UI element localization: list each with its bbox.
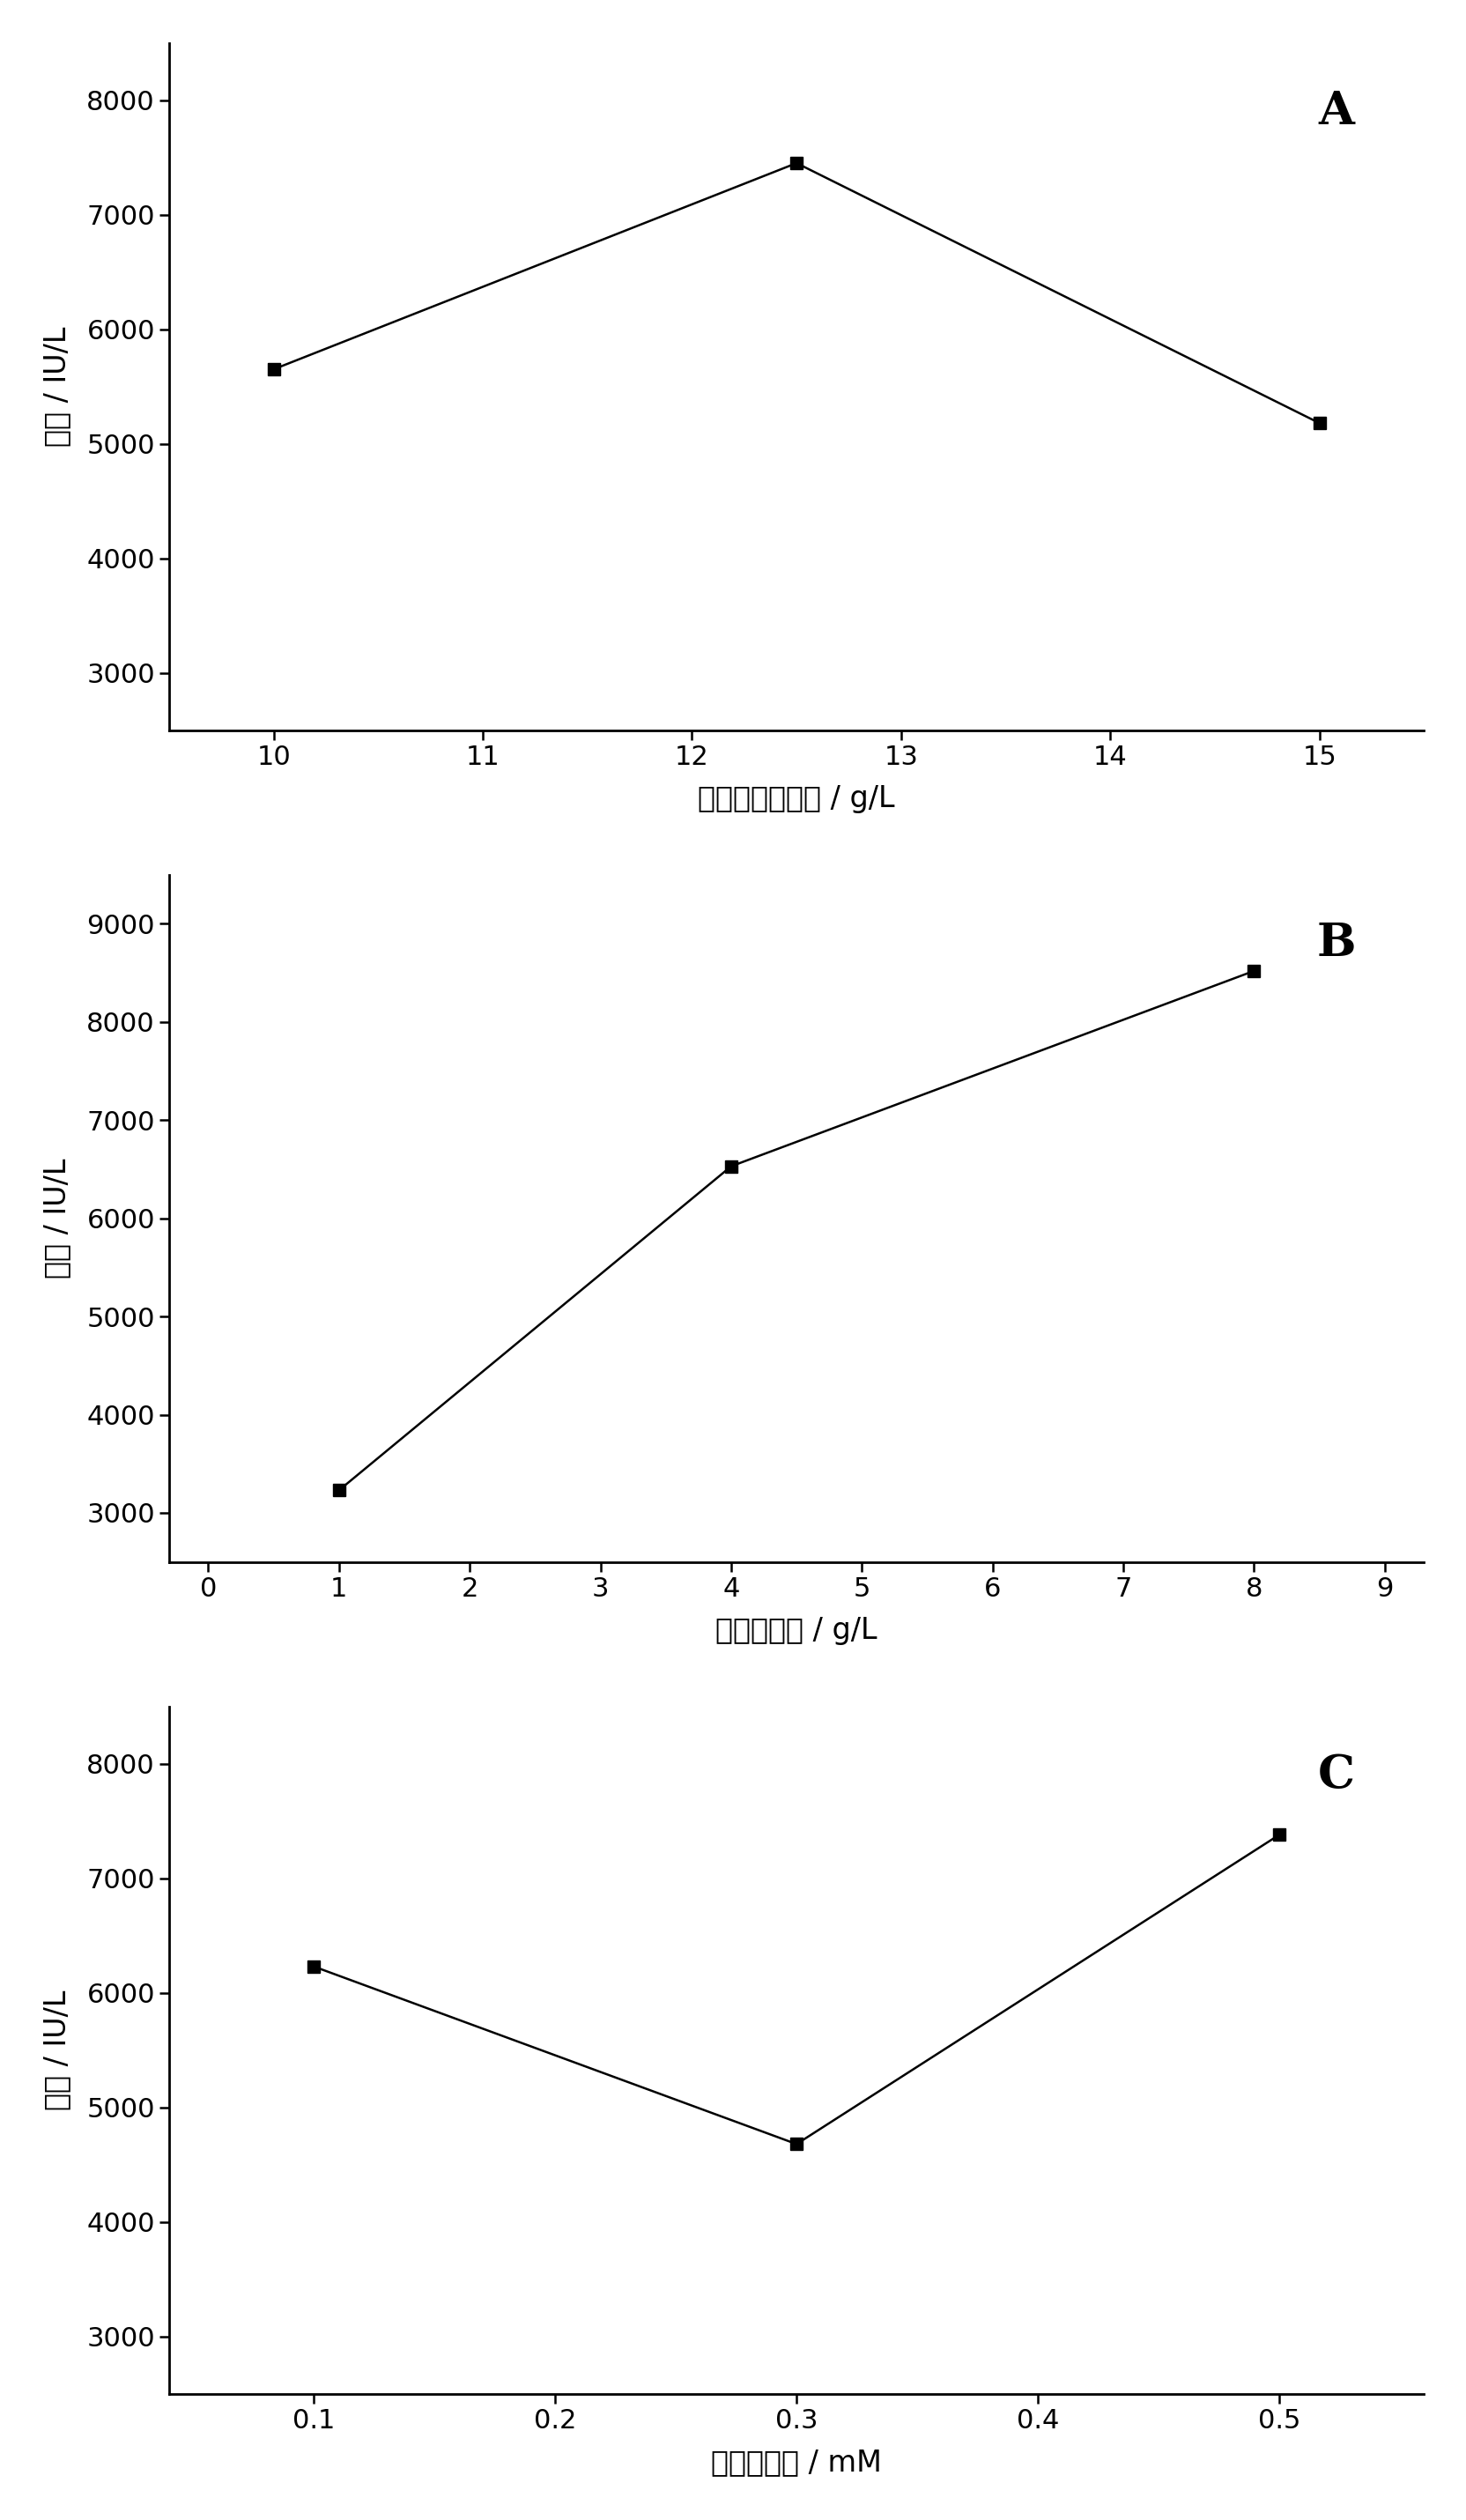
Text: C: C: [1316, 1754, 1355, 1797]
Text: B: B: [1316, 920, 1355, 965]
Y-axis label: 酶活 / IU/L: 酶活 / IU/L: [43, 1159, 72, 1278]
Y-axis label: 酶活 / IU/L: 酶活 / IU/L: [43, 1991, 72, 2109]
X-axis label: 馒离子浓度 / mM: 馒离子浓度 / mM: [711, 2447, 881, 2477]
X-axis label: 酵母提取物浓度 / g/L: 酵母提取物浓度 / g/L: [698, 784, 894, 814]
Y-axis label: 酶活 / IU/L: 酶活 / IU/L: [43, 328, 72, 446]
X-axis label: 葡萄糖浓度 / g/L: 葡萄糖浓度 / g/L: [715, 1615, 877, 1646]
Text: A: A: [1318, 88, 1353, 134]
